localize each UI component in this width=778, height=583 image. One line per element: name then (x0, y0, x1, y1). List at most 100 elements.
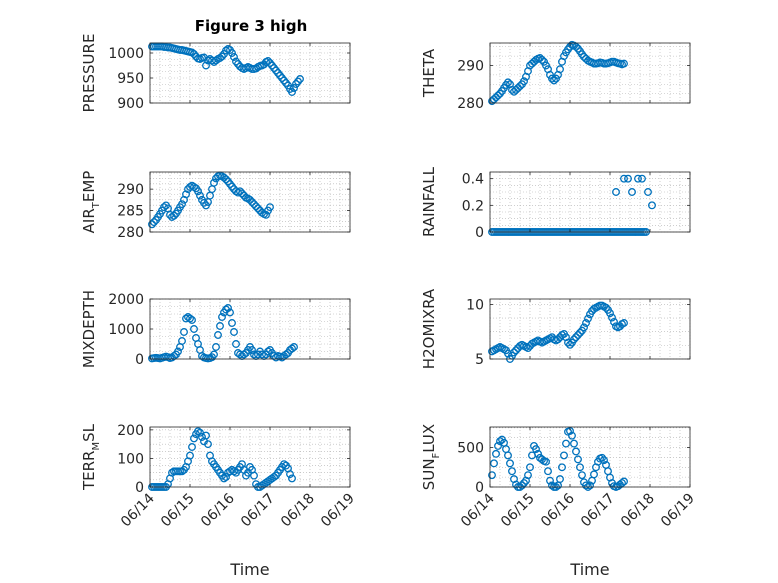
data-point (290, 343, 298, 351)
data-point (574, 331, 582, 339)
data-point (264, 347, 272, 356)
data-point (634, 174, 642, 183)
data-point (288, 88, 296, 96)
data-point (554, 335, 562, 344)
y-axis-label-main: SUN (420, 458, 438, 490)
y-axis-label: THETA (420, 48, 438, 98)
data-point (214, 331, 222, 339)
y-axis-label-main: AIR (80, 208, 98, 233)
axes-box (149, 171, 351, 233)
y-axis-label: RAINFALL (420, 166, 438, 237)
data-point (226, 308, 234, 317)
y-axis-label: SUNFLUX (420, 424, 442, 490)
data-point (254, 204, 262, 213)
data-markers (488, 426, 628, 491)
data-point (170, 211, 178, 220)
data-point (564, 338, 572, 347)
y-axis-label: MIXDEPTH (80, 290, 98, 368)
data-point (250, 471, 258, 480)
data-point (584, 314, 592, 323)
data-point (290, 84, 298, 92)
data-point (572, 333, 580, 342)
data-point (600, 456, 608, 465)
y-tick-label: 2000 (108, 292, 144, 308)
data-point (576, 328, 584, 337)
data-point (228, 49, 236, 57)
data-point (494, 441, 502, 450)
data-point (574, 455, 582, 464)
data-point (492, 449, 500, 458)
y-axis-label: TERRMSL (80, 423, 102, 491)
y-tick-label: 290 (117, 182, 144, 198)
data-point (524, 471, 532, 480)
data-point (188, 316, 196, 324)
data-point (542, 457, 550, 466)
data-point (504, 451, 512, 460)
axes-box (489, 42, 691, 104)
data-point (578, 471, 586, 480)
data-point (204, 440, 212, 449)
data-point (504, 78, 512, 87)
data-point (238, 189, 246, 198)
data-point (572, 42, 580, 51)
axes-box (149, 42, 351, 104)
data-point (570, 439, 578, 448)
data-point (286, 470, 294, 479)
data-point (218, 313, 226, 321)
y-axis-label-main: RAINFALL (420, 166, 438, 237)
data-point (572, 447, 580, 456)
data-point (258, 350, 266, 359)
data-point (488, 471, 496, 480)
y-axis-label-main: THETA (420, 48, 438, 98)
data-point (568, 431, 576, 440)
axes-box (149, 426, 351, 488)
y-axis-label-main: H2OMIXRA (420, 288, 438, 369)
data-point (212, 56, 220, 65)
data-markers (148, 42, 304, 96)
grid-lines (149, 427, 351, 488)
data-point (228, 319, 236, 327)
data-point (582, 319, 590, 327)
data-point (612, 188, 620, 196)
data-point (546, 70, 554, 79)
data-point (552, 74, 560, 83)
y-axis-label-subscript: T (91, 201, 102, 209)
data-point (190, 325, 198, 333)
data-point (150, 218, 158, 227)
data-point (230, 467, 238, 476)
data-point (252, 202, 260, 211)
data-point (538, 55, 546, 64)
data-point (590, 470, 598, 479)
data-point (270, 473, 278, 481)
grid-lines (489, 43, 691, 104)
data-point (248, 346, 256, 354)
data-point (194, 427, 202, 436)
data-point (602, 303, 610, 312)
y-axis-label-main: TERR (80, 451, 98, 492)
y-tick-label: 280 (117, 225, 144, 241)
data-point (216, 322, 224, 330)
grid-lines (489, 171, 691, 233)
data-point (288, 474, 296, 483)
y-tick-label: 950 (117, 71, 144, 87)
y-tick-label: 900 (117, 96, 144, 112)
data-point (252, 64, 260, 73)
data-point (236, 187, 244, 196)
y-tick-label: 500 (457, 441, 484, 457)
data-point (490, 459, 498, 468)
data-point (222, 473, 230, 481)
data-point (248, 198, 256, 206)
y-axis-label-subscript: M (91, 442, 102, 451)
data-point (560, 451, 568, 460)
data-point (210, 350, 218, 359)
y-tick-label: 0.4 (462, 172, 484, 188)
subplot-6: 5 10 H2OMIXRA (420, 288, 691, 369)
data-point (610, 317, 618, 326)
subplot-3: 280 285 290 AIRTEMP (80, 171, 351, 241)
y-axis-label-subscript: F (431, 452, 442, 458)
x-axis-label: Time (229, 560, 269, 579)
data-point (520, 77, 528, 86)
y-axis-label-rest: LUX (420, 424, 438, 453)
data-point (194, 187, 202, 196)
